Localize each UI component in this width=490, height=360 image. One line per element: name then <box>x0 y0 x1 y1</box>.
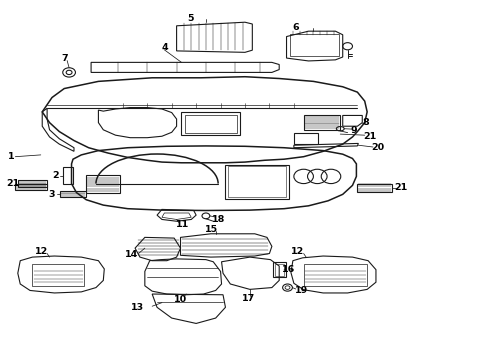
Text: 21: 21 <box>394 183 407 192</box>
Bar <box>273 262 286 277</box>
Text: 17: 17 <box>242 294 255 303</box>
Text: 10: 10 <box>174 294 187 303</box>
Text: 7: 7 <box>61 54 68 63</box>
Bar <box>225 165 289 199</box>
Text: 11: 11 <box>176 220 189 229</box>
Text: 13: 13 <box>131 303 144 312</box>
Text: 15: 15 <box>205 225 219 234</box>
Bar <box>304 115 340 130</box>
Text: 14: 14 <box>125 250 138 259</box>
Bar <box>304 264 367 286</box>
Text: 20: 20 <box>371 143 385 152</box>
Text: 1: 1 <box>8 152 15 161</box>
Text: 9: 9 <box>351 126 357 135</box>
Bar <box>294 134 318 144</box>
Bar <box>275 264 284 276</box>
Text: 8: 8 <box>363 118 369 127</box>
Bar <box>290 34 339 56</box>
Text: 5: 5 <box>187 14 194 23</box>
Bar <box>228 166 286 197</box>
Text: 2: 2 <box>52 171 59 180</box>
Bar <box>181 112 240 135</box>
Text: 21: 21 <box>364 132 377 141</box>
Text: 19: 19 <box>294 286 308 295</box>
Text: 3: 3 <box>49 190 55 199</box>
Text: 18: 18 <box>212 215 225 224</box>
Text: 12: 12 <box>291 247 304 256</box>
Bar <box>32 264 84 286</box>
Text: 16: 16 <box>282 265 295 274</box>
Text: 6: 6 <box>292 23 298 32</box>
Bar <box>185 115 237 133</box>
Text: 12: 12 <box>35 247 48 256</box>
Bar <box>86 175 121 193</box>
Text: 21: 21 <box>6 179 20 188</box>
Text: 4: 4 <box>161 43 168 52</box>
